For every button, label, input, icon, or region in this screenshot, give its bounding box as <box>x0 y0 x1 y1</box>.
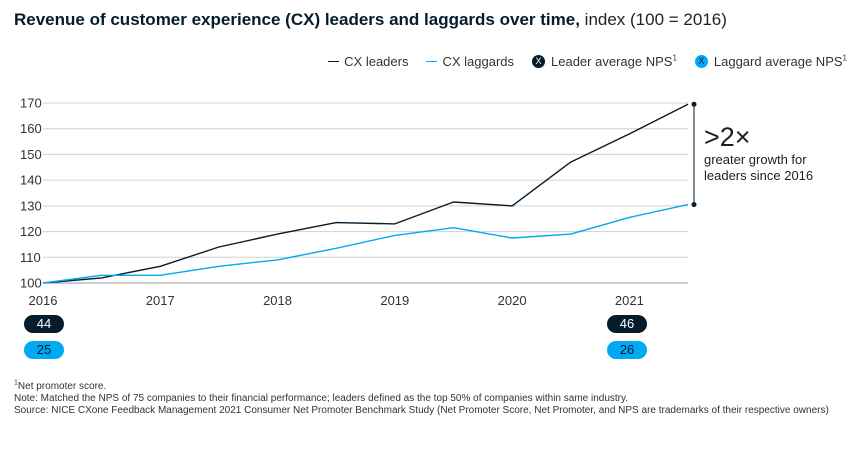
chart-title: Revenue of customer experience (CX) lead… <box>14 9 854 31</box>
footnote-source: Source: NICE CXone Feedback Management 2… <box>14 405 829 416</box>
growth-callout: >2× greater growth for leaders since 201… <box>704 122 834 184</box>
legend-laggard-nps-footnote: 1 <box>842 53 847 63</box>
y-tick-label-120: 120 <box>20 224 42 239</box>
legend-leaders-swatch <box>328 60 340 63</box>
legend-leader-nps-text: Leader average NPS <box>551 54 673 69</box>
y-tick-label-110: 110 <box>20 250 41 265</box>
x-tick-label-2016: 2016 <box>29 293 58 308</box>
annotation-bracket-top-dot <box>691 101 697 107</box>
legend-item-laggards: CX laggards <box>426 54 514 69</box>
legend-laggards-label: CX laggards <box>442 54 515 69</box>
series-line-leaders <box>42 103 689 284</box>
legend: CX leaders CX laggards X Leader average … <box>310 54 847 69</box>
series-line-laggards <box>42 203 689 284</box>
legend-item-laggard-nps: X Laggard average NPS1 <box>694 54 847 69</box>
x-tick-label-2019: 2019 <box>380 293 409 308</box>
footnote-nps-text: Net promoter score. <box>17 381 107 392</box>
callout-big-text: >2× <box>704 122 751 152</box>
y-tick-label-170: 170 <box>20 96 42 111</box>
footnote-note: Note: Matched the NPS of 75 companies to… <box>14 393 629 404</box>
x-tick-label-2020: 2020 <box>498 293 527 308</box>
legend-item-leaders: CX leaders <box>328 54 408 69</box>
nps-laggard-2021: 26 <box>607 341 647 359</box>
footnotes: 1Net promoter score. Note: Matched the N… <box>14 379 849 417</box>
footnote-nps: 1Net promoter score. <box>14 379 849 393</box>
chart-title-subtitle: index (100 = 2016) <box>579 10 727 29</box>
y-tick-label-100: 100 <box>20 276 42 291</box>
legend-laggard-nps-label: Laggard average NPS1 <box>714 54 847 69</box>
y-tick-label-130: 130 <box>20 198 42 213</box>
legend-item-leader-nps: X Leader average NPS1 <box>532 54 677 69</box>
x-tick-label-2017: 2017 <box>146 293 175 308</box>
chart-title-bold: Revenue of customer experience (CX) lead… <box>14 10 580 29</box>
y-tick-label-150: 150 <box>20 147 42 162</box>
x-tick-label-2021: 2021 <box>615 293 644 308</box>
laggard-nps-badge-icon: X <box>694 55 708 68</box>
nps-leader-2016: 44 <box>24 315 64 333</box>
nps-leader-2021: 46 <box>607 315 647 333</box>
y-tick-label-140: 140 <box>20 173 42 188</box>
legend-leaders-label: CX leaders <box>344 54 409 69</box>
callout-text: greater growth for leaders since 2016 <box>704 152 814 183</box>
legend-leader-nps-label: Leader average NPS1 <box>551 54 677 69</box>
annotation-bracket-bottom-dot <box>691 202 697 208</box>
legend-laggards-swatch <box>426 60 438 63</box>
footnote-nps-mark: 1 <box>14 379 18 387</box>
legend-leader-nps-footnote: 1 <box>672 53 677 63</box>
x-tick-label-2018: 2018 <box>263 293 292 308</box>
leader-nps-badge-icon: X <box>532 55 546 68</box>
nps-laggard-2016: 25 <box>24 341 64 359</box>
y-tick-label-160: 160 <box>20 121 42 136</box>
legend-laggard-nps-text: Laggard average NPS <box>713 54 843 69</box>
